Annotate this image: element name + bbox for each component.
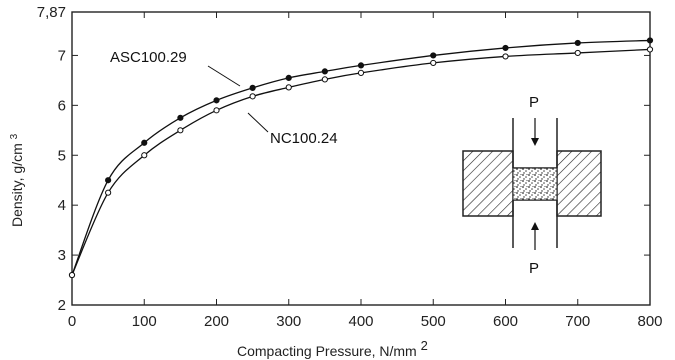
y-tick-label: 2 (58, 297, 66, 314)
lower-pressure-label: P (529, 260, 539, 277)
y-tick-label: 7,87 (37, 4, 66, 21)
data-point-asc100-29 (177, 114, 184, 121)
upper-pressure-arrow-head (531, 138, 539, 146)
x-tick-label: 400 (348, 313, 373, 330)
data-point-asc100-29 (141, 139, 148, 146)
y-axis-label-superscript: 3 (9, 133, 20, 139)
data-point-nc100-24 (285, 84, 292, 91)
y-axis-label: Density, g/cm 3 (9, 133, 25, 227)
y-tick-label: 4 (58, 197, 66, 214)
powder-compact (512, 167, 558, 201)
x-tick-label: 300 (276, 313, 301, 330)
die-compaction-diagram: P P (462, 94, 602, 277)
y-tick-label: 5 (58, 147, 66, 164)
x-tick-label: 200 (204, 313, 229, 330)
series-label-asc: ASC100.29 (110, 49, 187, 66)
die-right-block (556, 150, 602, 217)
x-axis-label-text: Compacting Pressure, N/mm (237, 343, 417, 359)
upper-pressure-label: P (529, 94, 539, 111)
data-point-asc100-29 (285, 74, 292, 81)
data-point-asc100-29 (213, 97, 220, 104)
x-tick-label: 600 (493, 313, 518, 330)
data-point-nc100-24 (430, 59, 437, 67)
x-axis-ticks: 0 100 200 300 400 500 600 700 800 (68, 12, 663, 330)
data-point-asc100-29 (105, 177, 112, 184)
data-point-asc100-29 (430, 52, 437, 59)
series-label-nc: NC100.24 (270, 130, 338, 147)
y-tick-label: 7 (58, 47, 66, 64)
data-point-asc100-29 (646, 37, 654, 44)
x-axis-label-superscript: 2 (421, 338, 428, 353)
data-point-nc100-24 (574, 49, 581, 57)
x-tick-label: 800 (637, 313, 662, 330)
data-point-nc100-24 (357, 69, 365, 76)
data-point-asc100-29 (249, 84, 256, 91)
data-point-asc100-29 (574, 39, 581, 47)
series-points (68, 37, 654, 279)
data-point-nc100-24 (105, 189, 112, 196)
data-point-nc100-24 (502, 53, 509, 60)
data-point-asc100-29 (357, 62, 365, 69)
series-leader-nc (247, 112, 269, 133)
data-point-asc100-29 (502, 44, 509, 52)
data-point-nc100-24 (177, 127, 184, 134)
series-leader-asc (207, 65, 241, 87)
y-axis-ticks: 2 3 4 5 6 7 7,87 (37, 4, 650, 314)
x-tick-label: 500 (421, 313, 446, 330)
data-point-nc100-24 (249, 93, 256, 100)
data-point-nc100-24 (646, 46, 654, 53)
y-tick-label: 3 (58, 247, 66, 264)
data-point-nc100-24 (213, 107, 220, 114)
data-point-asc100-29 (321, 68, 328, 75)
die-left-block (462, 150, 514, 217)
data-point-nc100-24 (141, 152, 148, 159)
y-tick-label: 6 (58, 97, 66, 114)
x-axis-label: Compacting Pressure, N/mm 2 (237, 338, 428, 359)
data-point-nc100-24 (321, 76, 328, 83)
x-tick-label: 700 (565, 313, 590, 330)
data-point-nc100-24 (68, 271, 76, 279)
x-tick-label: 100 (132, 313, 157, 330)
y-axis-label-text: Density, g/cm (9, 143, 25, 227)
lower-pressure-arrow-head (531, 222, 539, 230)
x-tick-label: 0 (68, 313, 76, 330)
